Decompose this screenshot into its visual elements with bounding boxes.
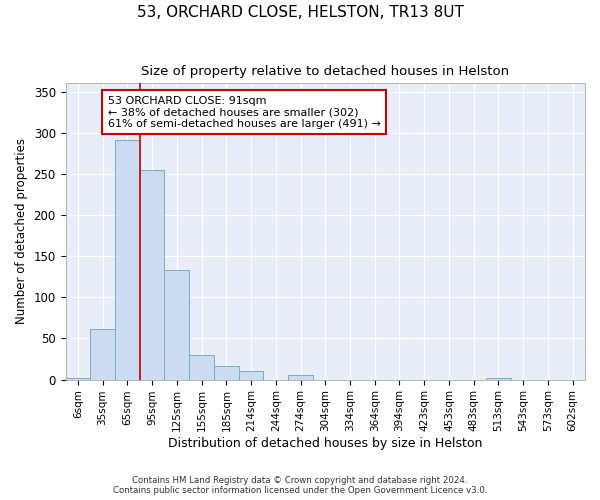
Text: 53, ORCHARD CLOSE, HELSTON, TR13 8UT: 53, ORCHARD CLOSE, HELSTON, TR13 8UT [137,5,463,20]
Y-axis label: Number of detached properties: Number of detached properties [15,138,28,324]
Bar [214,366,239,380]
Bar [189,355,214,380]
Bar [486,378,511,380]
Text: 53 ORCHARD CLOSE: 91sqm
← 38% of detached houses are smaller (302)
61% of semi-d: 53 ORCHARD CLOSE: 91sqm ← 38% of detache… [107,96,380,129]
Bar [239,372,263,380]
Title: Size of property relative to detached houses in Helston: Size of property relative to detached ho… [141,65,509,78]
Text: Contains HM Land Registry data © Crown copyright and database right 2024.
Contai: Contains HM Land Registry data © Crown c… [113,476,487,495]
X-axis label: Distribution of detached houses by size in Helston: Distribution of detached houses by size … [168,437,482,450]
Bar [140,170,164,380]
Bar [90,328,115,380]
Bar [65,378,90,380]
Bar [288,376,313,380]
Bar [164,270,189,380]
Bar [115,140,140,380]
